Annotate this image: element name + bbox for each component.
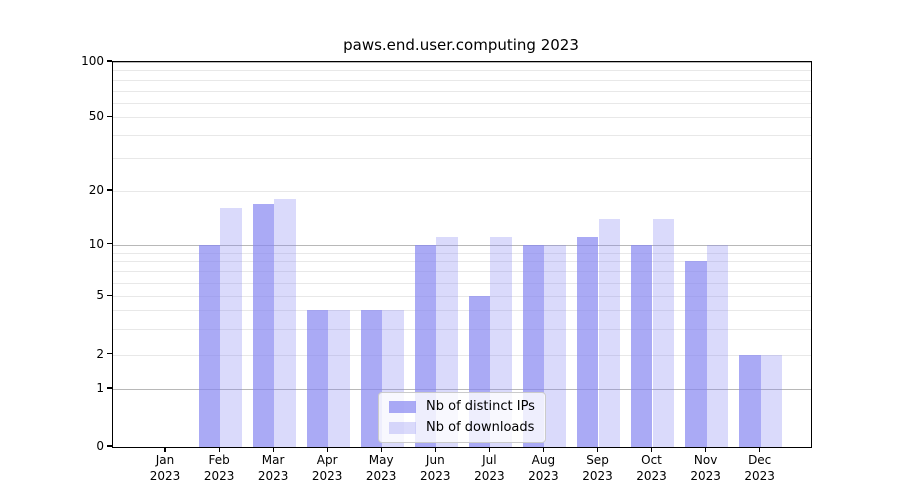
legend-item-downloads: Nb of downloads: [389, 421, 535, 435]
y-tick-label: 10: [88, 236, 104, 251]
bar-distinct-ips-Oct: [630, 244, 653, 447]
bar-distinct-ips-Nov: [685, 261, 707, 447]
x-tick-label: Jul 2023: [474, 453, 505, 483]
y-minor-gridline: [113, 90, 811, 92]
y-major-gridline: [113, 244, 811, 246]
chart-title: paws.end.user.computing 2023: [343, 36, 579, 54]
y-major-gridline: [113, 389, 811, 390]
y-tick-label: 100: [81, 54, 104, 68]
y-minor-gridline: [113, 79, 811, 81]
y-tick-label: 2: [96, 346, 104, 361]
bar-downloads-Aug: [544, 244, 566, 447]
y-tick-mark: [107, 353, 112, 355]
y-minor-gridline: [113, 102, 811, 104]
x-tick-mark: [542, 447, 545, 452]
y-minor-gridline: [113, 296, 811, 298]
bar-downloads-Oct: [652, 218, 675, 447]
plot-area: [112, 61, 812, 448]
legend-label-downloads: Nb of downloads: [426, 420, 535, 435]
x-tick-mark: [380, 447, 382, 452]
bar-downloads-Nov: [706, 244, 729, 447]
x-tick-label: Apr 2023: [311, 453, 343, 483]
y-tick-mark: [107, 243, 112, 245]
y-major-gridline: [113, 62, 811, 63]
bar-distinct-ips-May: [360, 310, 383, 447]
bar-distinct-ips-Dec: [739, 354, 761, 447]
y-tick-label: 20: [88, 182, 104, 197]
y-tick-mark: [107, 387, 112, 389]
y-tick-mark: [107, 189, 112, 191]
x-tick-mark: [650, 447, 653, 452]
legend-swatch-distinct-ips: [389, 401, 416, 413]
y-tick-label: 5: [96, 288, 104, 303]
y-minor-gridline: [113, 354, 811, 356]
x-tick-mark: [326, 447, 328, 452]
bar-distinct-ips-Feb: [198, 244, 221, 447]
x-tick-mark: [759, 447, 761, 452]
x-tick-mark: [272, 447, 274, 452]
bar-downloads-Dec: [760, 354, 783, 447]
x-tick-label: Nov 2023: [690, 453, 721, 483]
legend-swatch-downloads: [389, 422, 416, 434]
y-minor-gridline: [113, 328, 811, 330]
x-tick-label: May 2023: [365, 453, 397, 483]
y-minor-gridline: [113, 282, 811, 284]
x-tick-label: Aug 2023: [528, 453, 559, 483]
y-tick-label: 1: [96, 381, 104, 395]
y-tick-mark: [107, 294, 112, 296]
bar-downloads-Apr: [328, 310, 350, 447]
bar-downloads-Mar: [274, 199, 296, 447]
y-tick-mark: [107, 115, 112, 118]
x-tick-label: Feb 2023: [203, 453, 235, 483]
legend: Nb of distinct IPs Nb of downloads: [378, 392, 546, 443]
y-minor-gridline: [113, 252, 811, 254]
y-minor-gridline: [113, 135, 811, 137]
y-tick-label: 0: [96, 439, 104, 453]
x-tick-mark: [434, 447, 436, 452]
y-minor-gridline: [113, 261, 811, 263]
y-minor-gridline: [113, 310, 811, 312]
y-minor-gridline: [113, 70, 811, 72]
y-tick-label: 50: [88, 109, 104, 124]
bar-distinct-ips-Mar: [252, 203, 275, 447]
y-tick-mark: [107, 445, 112, 447]
x-tick-mark: [218, 447, 220, 452]
x-tick-mark: [596, 447, 599, 452]
x-tick-label: Jan 2023: [149, 453, 181, 483]
x-tick-label: Sep 2023: [582, 453, 613, 483]
y-minor-gridline: [113, 158, 811, 160]
x-tick-mark: [164, 447, 166, 452]
y-minor-gridline: [113, 190, 811, 192]
bar-distinct-ips-Apr: [306, 310, 329, 447]
x-tick-mark: [488, 447, 491, 452]
x-tick-label: Jun 2023: [420, 453, 451, 483]
x-tick-mark: [705, 447, 707, 452]
bar-downloads-Sep: [598, 218, 621, 447]
legend-item-distinct-ips: Nb of distinct IPs: [389, 400, 535, 414]
bar-downloads-Feb: [220, 208, 242, 447]
y-minor-gridline: [113, 117, 811, 119]
y-minor-gridline: [113, 271, 811, 273]
legend-label-distinct-ips: Nb of distinct IPs: [426, 399, 535, 414]
x-tick-label: Oct 2023: [636, 453, 667, 483]
y-tick-mark: [107, 60, 112, 62]
x-tick-label: Mar 2023: [257, 453, 289, 483]
x-tick-label: Dec 2023: [744, 453, 775, 483]
bar-distinct-ips-Sep: [576, 237, 599, 447]
